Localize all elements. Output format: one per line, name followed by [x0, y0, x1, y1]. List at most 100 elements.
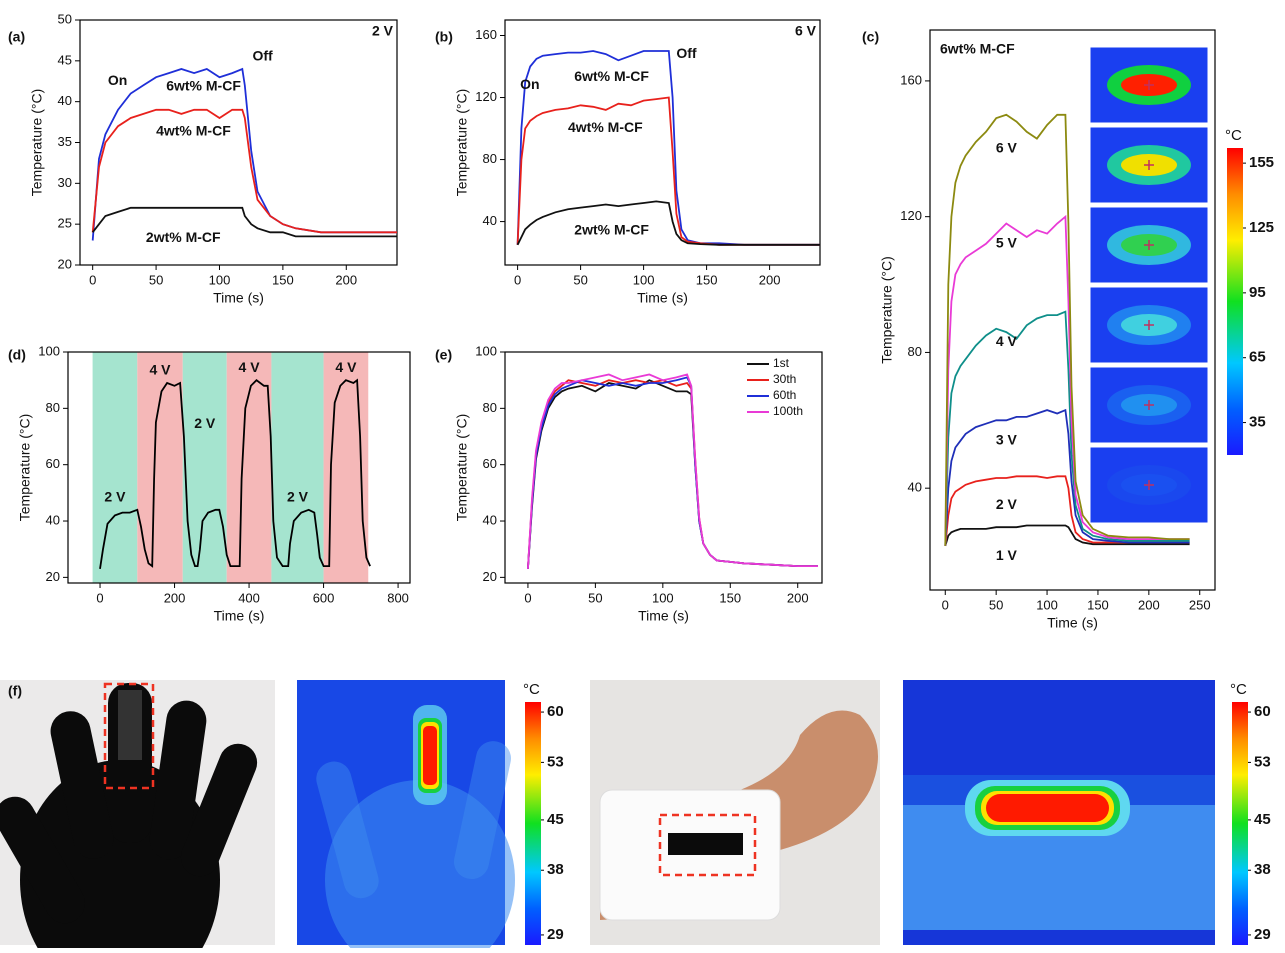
y-axis-label: Temperature (°C): [29, 89, 45, 197]
panel-label: (c): [862, 29, 879, 45]
x-tick-label: 0: [96, 590, 103, 605]
y-tick-label: 40: [58, 93, 72, 108]
panel-label: (b): [435, 29, 453, 45]
colorbar-tick-label: 35: [1249, 414, 1266, 431]
colorbar-tick-label: 38: [1254, 861, 1271, 878]
series-label: 4 V: [996, 333, 1018, 349]
y-tick-label: 50: [58, 11, 72, 26]
y-tick-label: 60: [46, 456, 60, 471]
x-tick-label: 100: [652, 590, 674, 605]
y-tick-label: 100: [38, 343, 60, 358]
colorbar-tick-label: 60: [1254, 703, 1271, 720]
x-tick-label: 400: [238, 590, 260, 605]
y-tick-label: 100: [475, 343, 497, 358]
panel-label: (d): [8, 347, 26, 363]
annotation: On: [108, 72, 127, 88]
plot-frame: [80, 20, 397, 265]
x-axis-label: Time (s): [638, 608, 689, 624]
y-tick-label: 40: [483, 213, 497, 228]
region: [183, 352, 227, 583]
y-axis-label: Temperature (°C): [454, 89, 470, 197]
y-axis-label: Temperature (°C): [17, 414, 33, 522]
annotation: Off: [676, 45, 697, 61]
y-tick-label: 40: [46, 512, 60, 527]
x-tick-label: 50: [573, 272, 587, 287]
series-line: [518, 98, 820, 245]
y-tick-label: 160: [900, 72, 922, 87]
x-tick-label: 250: [1189, 597, 1211, 612]
series-label: 6 V: [996, 139, 1018, 155]
legend-label: 100th: [773, 404, 803, 418]
y-tick-label: 20: [483, 569, 497, 584]
y-tick-label: 40: [483, 512, 497, 527]
region-label: 2 V: [287, 488, 309, 504]
y-tick-label: 45: [58, 52, 72, 67]
series-label: 2 V: [996, 496, 1018, 512]
annotation: 6wt% M-CF: [940, 41, 1015, 57]
series-line: [518, 201, 820, 244]
annotation: 2 V: [372, 23, 394, 39]
colorbar-tick-label: 29: [547, 926, 564, 943]
colorbar-tick-label: 125: [1249, 219, 1274, 236]
y-tick-label: 160: [475, 27, 497, 42]
region-label: 4 V: [150, 362, 172, 378]
x-tick-label: 50: [989, 597, 1003, 612]
region: [271, 352, 323, 583]
series-label: 6wt% M-CF: [574, 68, 649, 84]
wrist-thermal-image: [903, 680, 1215, 945]
region-label: 4 V: [239, 359, 261, 375]
colorbar-tick-label: 65: [1249, 349, 1266, 366]
x-tick-label: 0: [942, 597, 949, 612]
x-axis-label: Time (s): [213, 290, 264, 306]
colorbar-tick-label: 45: [1254, 811, 1271, 828]
glove-photo: [0, 680, 275, 948]
x-tick-label: 200: [787, 590, 809, 605]
plot-frame: [505, 20, 820, 265]
y-axis-label: Temperature (°C): [879, 256, 895, 364]
colorbar: [1227, 148, 1243, 455]
colorbar-tick-label: 95: [1249, 284, 1266, 301]
y-tick-label: 120: [475, 89, 497, 104]
x-tick-label: 150: [696, 272, 718, 287]
x-tick-label: 800: [387, 590, 409, 605]
x-tick-label: 150: [719, 590, 741, 605]
legend-label: 60th: [773, 388, 796, 402]
x-tick-label: 200: [164, 590, 186, 605]
x-tick-label: 200: [759, 272, 781, 287]
x-tick-label: 0: [89, 272, 96, 287]
y-tick-label: 80: [483, 151, 497, 166]
series-label: 5 V: [996, 235, 1018, 251]
y-tick-label: 120: [900, 208, 922, 223]
region-label: 2 V: [104, 488, 126, 504]
annotation: 6 V: [795, 23, 817, 39]
series-label: 6wt% M-CF: [166, 78, 241, 94]
colorbar-unit: °C: [523, 681, 540, 698]
colorbar-unit: °C: [1230, 681, 1247, 698]
figure: (f) 05010015020020253035404550Time (s)Te…: [0, 0, 1285, 948]
panel-label: (e): [435, 347, 452, 363]
region: [93, 352, 138, 583]
y-tick-label: 40: [908, 480, 922, 495]
series-line: [518, 51, 820, 245]
series-label: 2wt% M-CF: [146, 229, 221, 245]
colorbar-unit: °C: [1225, 127, 1242, 144]
panel-label: (f): [8, 683, 22, 699]
region-label: 2 V: [194, 415, 216, 431]
annotation: On: [520, 76, 539, 92]
x-tick-label: 0: [524, 590, 531, 605]
x-tick-label: 100: [1036, 597, 1058, 612]
series-label: 4wt% M-CF: [568, 119, 643, 135]
y-tick-label: 80: [46, 400, 60, 415]
x-tick-label: 0: [514, 272, 521, 287]
series-label: 1 V: [996, 547, 1018, 563]
colorbar: [525, 702, 541, 945]
colorbar-tick-label: 53: [547, 753, 564, 770]
y-tick-label: 20: [46, 569, 60, 584]
panel-label: (a): [8, 29, 25, 45]
y-tick-label: 25: [58, 216, 72, 231]
series-label: 2wt% M-CF: [574, 222, 649, 238]
colorbar-tick-label: 38: [547, 861, 564, 878]
y-tick-label: 80: [908, 344, 922, 359]
x-tick-label: 600: [313, 590, 335, 605]
y-tick-label: 30: [58, 175, 72, 190]
